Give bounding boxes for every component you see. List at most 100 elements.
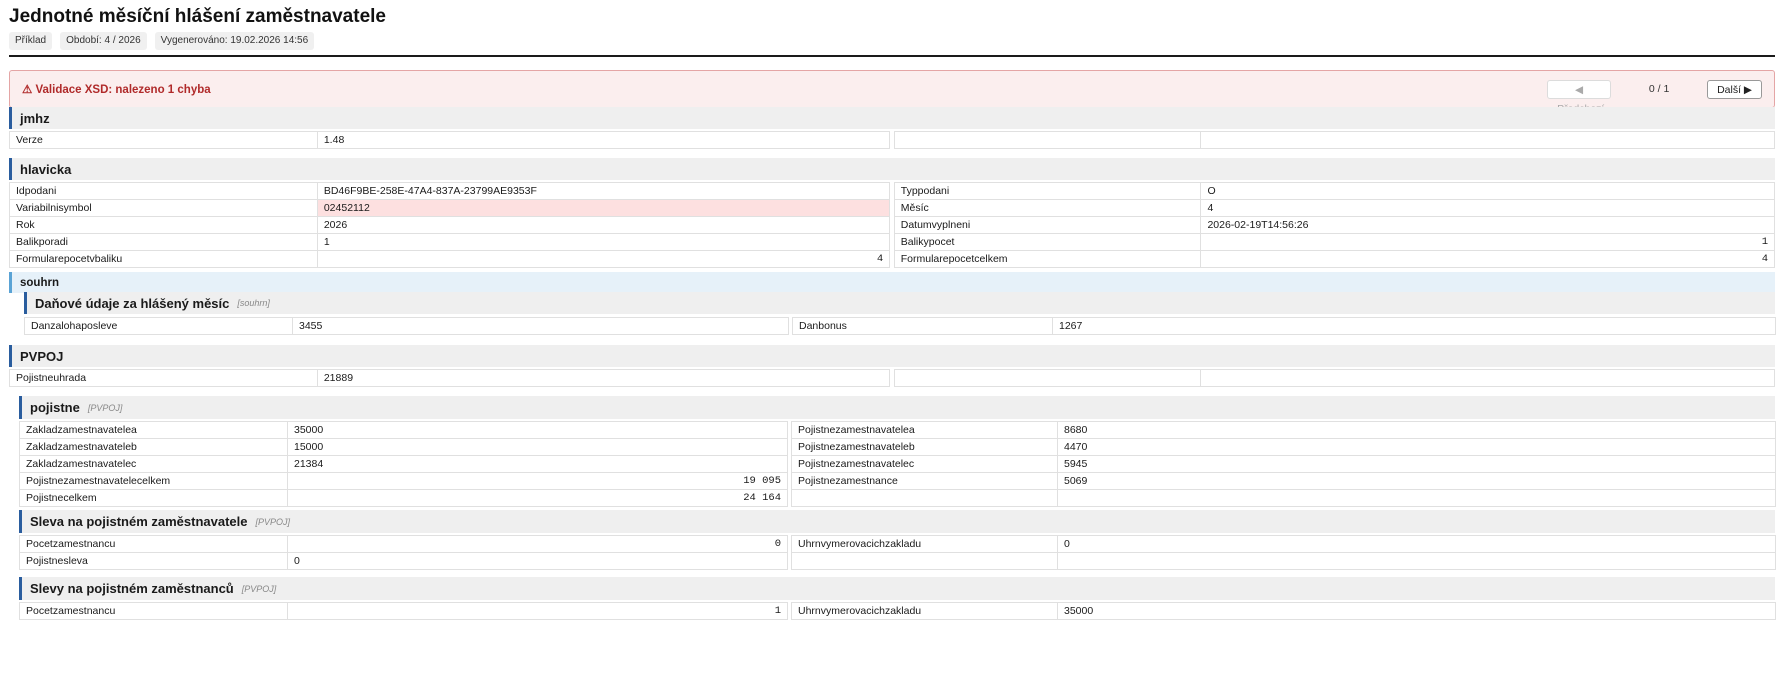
field-value: 5945 [1057, 455, 1776, 473]
table-row: Pojistnesleva 0 [19, 552, 1776, 570]
field-value: 15000 [287, 438, 788, 456]
field-value: 1 [1200, 233, 1775, 251]
field-label: Verze [9, 131, 318, 149]
field-value: O [1200, 182, 1775, 200]
field-value: 1.48 [316, 131, 891, 149]
field-label [893, 369, 1202, 387]
field-value: 0 [1057, 535, 1776, 553]
field-value: 8680 [1057, 421, 1776, 439]
field-label: Balikypocet [893, 233, 1202, 251]
subsection-sleva-zamestnavatele[interactable]: Sleva na pojistném zaměstnavatele [PVPOJ… [19, 510, 1775, 533]
field-label: Pojistnezamestnavatelea [791, 421, 1058, 439]
table-row: Pojistnezamestnavatelecelkem 19 095 Poji… [19, 472, 1776, 490]
validation-message: ⚠ Validace XSD: nalezeno 1 chyba [22, 84, 211, 96]
field-label: Variabilnisymbol [9, 199, 318, 217]
field-label: Pojistneuhrada [9, 369, 318, 387]
field-label [893, 131, 1202, 149]
dan-table: Danzalohaposleve 3455 Danbonus 1267 [24, 317, 1776, 335]
field-value: 0 [287, 535, 788, 553]
field-value: 1267 [1052, 317, 1776, 335]
field-label: Datumvyplneni [893, 216, 1202, 234]
section-hlavicka[interactable]: hlavicka [9, 158, 1775, 180]
section-title: souhrn [20, 276, 59, 289]
field-value: 3455 [292, 317, 789, 335]
field-value: 4 [1200, 250, 1775, 268]
field-label: Pojistnezamestnavateleb [791, 438, 1058, 456]
field-value [1057, 552, 1776, 570]
field-label: Uhrnvymerovacichzakladu [791, 535, 1058, 553]
subsection-title: pojistne [30, 400, 80, 415]
field-label [791, 489, 1058, 507]
field-value [1200, 369, 1775, 387]
field-value: 21384 [287, 455, 788, 473]
field-label: Pocetzamestnancu [19, 535, 288, 553]
validation-alert: ⚠ Validace XSD: nalezeno 1 chyba ◀ Předc… [9, 70, 1775, 115]
pvpoj-table: Pojistneuhrada 21889 [9, 369, 1775, 387]
field-label: Danzalohaposleve [24, 317, 293, 335]
field-label: Danbonus [792, 317, 1053, 335]
field-value: 0 [287, 552, 788, 570]
chip-generated: Vygenerováno: 19.02.2026 14:56 [154, 32, 315, 50]
field-value: 2026 [316, 216, 891, 234]
field-label: Zakladzamestnavatelec [19, 455, 288, 473]
page-title: Jednotné měsíční hlášení zaměstnavatele [9, 6, 386, 27]
table-row: Variabilnisymbol 02452112 Měsíc 4 [9, 199, 1775, 217]
previous-error-button[interactable]: ◀ Předchozí [1547, 79, 1612, 115]
field-label: Zakladzamestnavateleb [19, 438, 288, 456]
next-error-button[interactable]: Další ▶ [1707, 79, 1762, 99]
subsection-slevy-zamestnancu[interactable]: Slevy na pojistném zaměstnanců [PVPOJ] [19, 577, 1775, 600]
field-label: Pojistnezamestnance [791, 472, 1058, 490]
table-row: Pocetzamestnancu 0 Uhrnvymerovacichzakla… [19, 535, 1776, 553]
section-title: jmhz [20, 110, 50, 126]
section-pvpoj[interactable]: PVPOJ [9, 345, 1775, 367]
table-row: Rok 2026 Datumvyplneni 2026-02-19T14:56:… [9, 216, 1775, 234]
subsection-title: Slevy na pojistném zaměstnanců [30, 581, 234, 596]
subsection-tag: [PVPOJ] [255, 516, 290, 527]
field-value: 4 [1200, 199, 1775, 217]
table-row: Formularepocetvbaliku 4 Formularepocetce… [9, 250, 1775, 268]
error-navigator: ◀ Předchozí 0 / 1 Další ▶ [1547, 79, 1762, 115]
section-jmhz[interactable]: jmhz [9, 107, 1775, 129]
table-row: Pojistnecelkem 24 164 [19, 489, 1776, 507]
field-label: Pojistnezamestnavatelec [791, 455, 1058, 473]
field-value [1057, 489, 1776, 507]
field-label: Pojistnezamestnavatelecelkem [19, 472, 288, 490]
field-label: Typpodani [893, 182, 1202, 200]
chip-period: Období: 4 / 2026 [60, 32, 147, 50]
table-row: Zakladzamestnavatelec 21384 Pojistnezame… [19, 455, 1776, 473]
subsection-tag: [PVPOJ] [241, 583, 277, 594]
field-value: 35000 [287, 421, 788, 439]
table-row: Pocetzamestnancu 1 Uhrnvymerovacichzakla… [19, 602, 1776, 620]
field-value: 1 [316, 233, 891, 251]
field-label: Uhrnvymerovacichzakladu [791, 602, 1058, 620]
field-value [1200, 131, 1775, 149]
field-label: Pojistnecelkem [19, 489, 288, 507]
field-label: Idpodani [9, 182, 318, 200]
subsection-title: Daňové údaje za hlášený měsíc [35, 295, 230, 311]
subsection-dan[interactable]: Daňové údaje za hlášený měsíc [souhrn] [24, 292, 1775, 314]
subsection-tag: [PVPOJ] [87, 402, 123, 413]
field-value: 24 164 [287, 489, 788, 507]
section-title: hlavicka [20, 161, 72, 177]
section-souhrn[interactable]: souhrn [9, 272, 1775, 293]
field-value-error: 02452112 [316, 199, 891, 217]
subsection-pojistne[interactable]: pojistne [PVPOJ] [19, 396, 1775, 419]
meta-chips: Příklad Období: 4 / 2026 Vygenerováno: 1… [9, 32, 315, 50]
field-label [791, 552, 1058, 570]
field-value: 19 095 [287, 472, 788, 490]
field-value: 1 [287, 602, 788, 620]
table-row: Balikporadi 1 Balikypocet 1 [9, 233, 1775, 251]
field-label: Pocetzamestnancu [19, 602, 288, 620]
field-value: 21889 [316, 369, 891, 387]
field-label: Rok [9, 216, 318, 234]
subsection-tag: [souhrn] [237, 298, 270, 308]
field-value: 4470 [1057, 438, 1776, 456]
slevy-zamestnancu-table: Pocetzamestnancu 1 Uhrnvymerovacichzakla… [19, 602, 1776, 620]
sleva-zamestnavatele-table: Pocetzamestnancu 0 Uhrnvymerovacichzakla… [19, 535, 1776, 570]
section-title: PVPOJ [20, 348, 64, 364]
jmhz-table: Verze 1.48 [9, 131, 1775, 149]
table-row: Danzalohaposleve 3455 Danbonus 1267 [24, 317, 1776, 335]
table-row: Zakladzamestnavatelea 35000 Pojistnezame… [19, 421, 1776, 439]
table-row: Pojistneuhrada 21889 [9, 369, 1775, 387]
field-label: Zakladzamestnavatelea [19, 421, 288, 439]
